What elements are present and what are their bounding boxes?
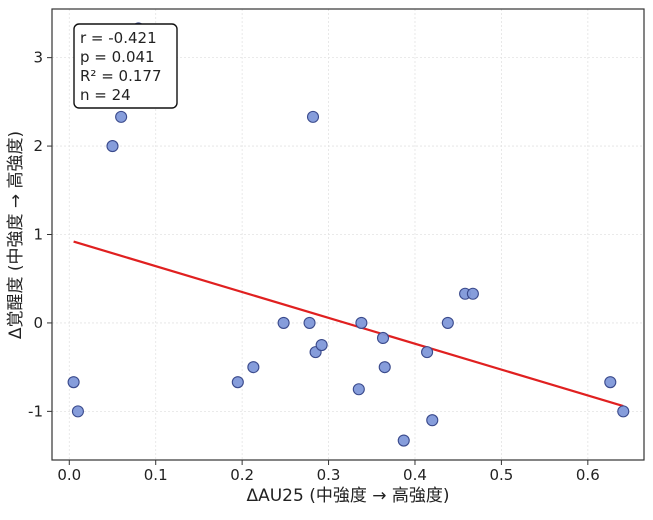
x-tick-label: 0.4 [403, 466, 427, 484]
x-tick-label: 0.2 [230, 466, 254, 484]
data-point [277, 316, 290, 329]
x-tick-label: 0.5 [489, 466, 513, 484]
ticks-layer: 0.0 0.1 0.2 0.3 0.4 0.5 0.6 -1 0 1 2 3 [28, 49, 600, 484]
stats-n: n = 24 [80, 86, 131, 104]
x-tick-label: 0.0 [57, 466, 81, 484]
data-point [376, 331, 390, 345]
data-point [378, 361, 391, 374]
data-point [441, 316, 454, 329]
x-tick-label: 0.3 [317, 466, 341, 484]
regression-line [73, 240, 624, 408]
data-point [604, 376, 617, 389]
y-tick-label: 1 [33, 226, 43, 244]
data-point [421, 346, 434, 359]
data-point [466, 287, 479, 300]
data-point [397, 434, 410, 447]
data-point [426, 414, 439, 427]
y-tick-label: 3 [33, 49, 43, 67]
data-point [231, 376, 244, 389]
x-axis-title: ΔAU25 (中強度 → 高強度) [246, 486, 449, 506]
data-point [306, 110, 320, 123]
data-point [71, 405, 84, 418]
data-point [67, 376, 80, 389]
data-point [355, 316, 368, 329]
stats-r: r = -0.421 [80, 29, 157, 47]
stats-annotation: r = -0.421 p = 0.041 R² = 0.177 n = 24 [73, 23, 178, 109]
data-point [315, 338, 328, 352]
stats-r2: R² = 0.177 [80, 67, 161, 85]
data-point [115, 110, 128, 123]
x-tick-label: 0.1 [144, 466, 168, 484]
data-point [352, 383, 365, 396]
x-tick-label: 0.6 [576, 466, 600, 484]
y-tick-label: -1 [28, 402, 43, 420]
data-point [106, 140, 119, 153]
data-point [303, 316, 316, 329]
stats-p: p = 0.041 [80, 48, 155, 66]
data-point [617, 405, 630, 418]
stats-box [73, 23, 178, 109]
regression-layer [73, 240, 624, 408]
data-point [247, 361, 260, 374]
y-tick-label: 2 [33, 137, 43, 155]
y-tick-label: 0 [33, 314, 43, 332]
y-axis-title: Δ覚醒度 (中強度 → 高強度) [6, 131, 26, 339]
